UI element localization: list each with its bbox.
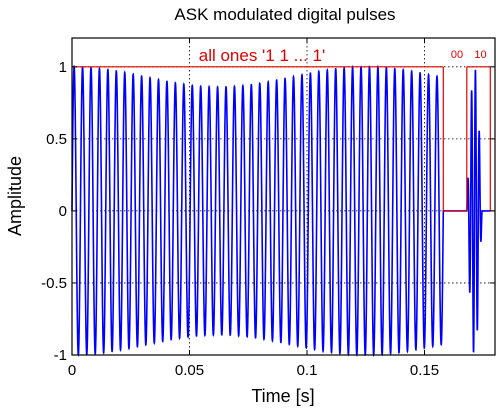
y-tick-label: 0.5 (46, 131, 67, 148)
chart-title: ASK modulated digital pulses (174, 5, 395, 24)
annotation-label-ones: all ones '1 1 ... 1' (199, 46, 326, 65)
y-axis-ticks: -1 -0.5 0 0.5 1 (41, 59, 495, 364)
annotations: all ones '1 1 ... 1' 00 10 (72, 46, 495, 212)
x-tick-label: 0 (68, 362, 76, 379)
plot-area-frame (71, 37, 496, 356)
y-tick-label: -1 (54, 347, 67, 364)
x-axis-label: Time [s] (251, 386, 314, 406)
x-tick-label: 0.15 (410, 362, 439, 379)
y-axis-label: Amplitude (5, 156, 25, 236)
y-tick-label: 1 (59, 59, 67, 76)
annotation-label-zeros: 00 (451, 49, 463, 61)
signal-series (71, 64, 491, 358)
x-axis-ticks: 0 0.05 0.1 0.15 (68, 38, 439, 379)
signal-line (71, 64, 491, 358)
y-tick-label: 0 (59, 203, 67, 220)
x-tick-label: 0.05 (175, 362, 204, 379)
x-tick-label: 0.1 (297, 362, 318, 379)
annotation-label-burst: 10 (474, 49, 486, 61)
y-tick-label: -0.5 (41, 275, 67, 292)
